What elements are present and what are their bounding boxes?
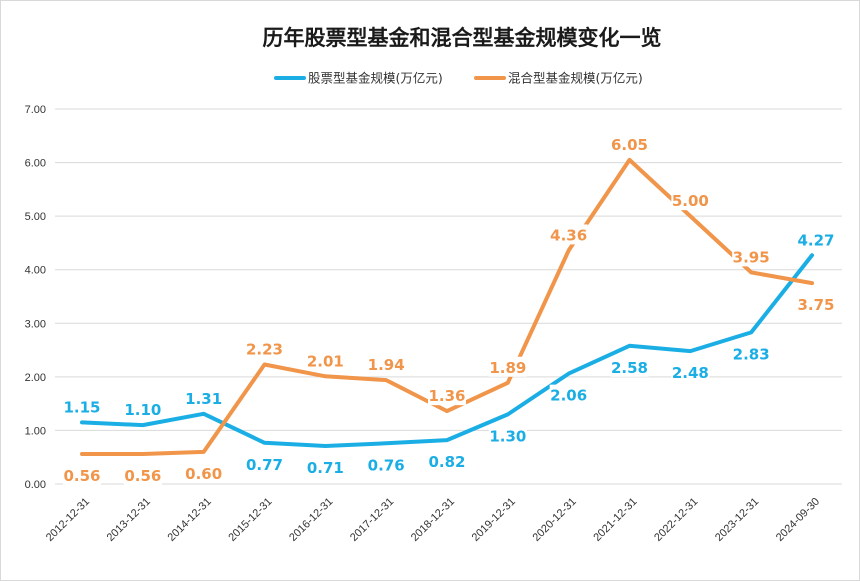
stock-data-label: 0.82 <box>428 453 465 471</box>
hybrid-data-label: 2.23 <box>246 341 283 359</box>
x-tick-label: 2019-12-31 <box>470 496 518 544</box>
stock-data-label: 2.06 <box>550 387 587 405</box>
x-tick-label: 2013-12-31 <box>105 496 153 544</box>
data-label-bg <box>797 294 835 315</box>
hybrid-data-label: 0.60 <box>185 465 222 483</box>
data-label-bg <box>367 354 406 375</box>
hybrid-data-label: 0.56 <box>124 467 161 485</box>
data-label-bg <box>549 384 588 405</box>
x-axis: 2012-12-31 2013-12-31 2014-12-31 2015-12-31… <box>44 496 822 544</box>
data-label-bg <box>63 396 101 417</box>
hybrid-data-label: 1.36 <box>428 387 465 405</box>
gridlines <box>55 108 842 485</box>
hybrid-data-label: 3.75 <box>797 296 834 314</box>
hybrid-data-label: 2.01 <box>307 352 344 370</box>
y-tick-label: 0.00 <box>25 479 46 491</box>
data-label-bg <box>797 229 835 250</box>
x-tick-label: 2018-12-31 <box>409 496 457 544</box>
x-tick-label: 2020-12-31 <box>531 496 579 544</box>
y-tick-label: 5.00 <box>25 211 46 223</box>
data-label-bg <box>245 338 284 359</box>
stock-line <box>80 253 814 448</box>
data-label-bg <box>306 456 345 477</box>
y-tick-label: 4.00 <box>25 265 46 277</box>
data-label-bg <box>610 133 649 154</box>
legend: 股票型基金规模(万亿元) 混合型基金规模(万亿元) <box>274 71 643 86</box>
y-tick-label: 3.00 <box>25 318 46 330</box>
data-label-bg <box>184 387 223 408</box>
stock-data-label: 2.83 <box>733 345 770 363</box>
x-tick-label: 2022-12-31 <box>652 496 700 544</box>
data-label-bg <box>488 356 527 377</box>
data-label-bg <box>732 343 771 364</box>
y-tick-label: 7.00 <box>25 104 46 116</box>
data-label-bg <box>306 350 345 371</box>
x-tick-label: 2016-12-31 <box>287 496 335 544</box>
x-tick-label: 2023-12-31 <box>713 496 761 544</box>
chart-title: 历年股票型基金和混合型基金规模变化一览 <box>263 26 662 50</box>
data-labels: 1.15 1.10 1.31 0.77 0.71 0.76 0.82 1.30 2.06 2.58… <box>63 133 835 485</box>
data-label-bg <box>245 453 284 474</box>
y-axis: 0.00 1.00 2.00 3.00 4.00 5.00 6.00 7.00 <box>25 104 46 491</box>
stock-data-label: 1.10 <box>124 401 161 419</box>
data-label-bg <box>549 224 588 245</box>
data-label-bg <box>428 385 466 406</box>
data-label-bg <box>428 451 466 472</box>
legend-label-hybrid: 混合型基金规模(万亿元) <box>508 71 643 86</box>
hybrid-line <box>80 157 814 456</box>
legend-label-stock: 股票型基金规模(万亿元) <box>308 71 443 86</box>
x-tick-label: 2024-09-30 <box>774 496 822 544</box>
stock-data-label: 1.30 <box>489 427 526 445</box>
x-tick-label: 2017-12-31 <box>348 496 396 544</box>
data-label-bg <box>123 465 162 485</box>
hybrid-data-label: 5.00 <box>672 192 709 210</box>
hybrid-data-label: 6.05 <box>611 136 648 154</box>
x-tick-label: 2014-12-31 <box>166 496 214 544</box>
data-label-bg <box>610 356 649 377</box>
hybrid-data-label: 3.95 <box>733 248 770 266</box>
stock-data-label: 1.15 <box>63 398 100 416</box>
hybrid-data-label: 1.89 <box>489 359 526 377</box>
data-label-bg <box>488 425 527 446</box>
data-label-bg <box>671 362 710 383</box>
stock-data-label: 2.58 <box>611 359 648 377</box>
data-label-bg <box>671 190 710 211</box>
x-tick-label: 2015-12-31 <box>226 496 274 544</box>
y-tick-label: 2.00 <box>25 372 46 384</box>
stock-data-label: 2.48 <box>672 364 709 382</box>
x-tick-label: 2021-12-31 <box>591 496 639 544</box>
hybrid-data-label: 0.56 <box>63 467 100 485</box>
hybrid-data-label: 4.36 <box>550 226 587 244</box>
stock-data-label: 4.27 <box>797 231 834 249</box>
y-tick-label: 1.00 <box>25 425 46 437</box>
stock-data-label: 0.77 <box>246 456 283 474</box>
x-tick-label: 2012-12-31 <box>44 496 92 544</box>
data-label-bg <box>184 462 223 483</box>
data-label-bg <box>732 246 771 267</box>
data-label-bg <box>123 399 162 420</box>
data-label-bg <box>63 465 101 485</box>
data-label-bg <box>367 454 406 475</box>
stock-data-label: 0.71 <box>307 459 344 477</box>
hybrid-data-label: 1.94 <box>368 356 405 374</box>
y-tick-label: 6.00 <box>25 158 46 170</box>
stock-data-label: 0.76 <box>368 456 405 474</box>
stock-data-label: 1.31 <box>185 390 222 408</box>
series-lines <box>80 157 814 456</box>
